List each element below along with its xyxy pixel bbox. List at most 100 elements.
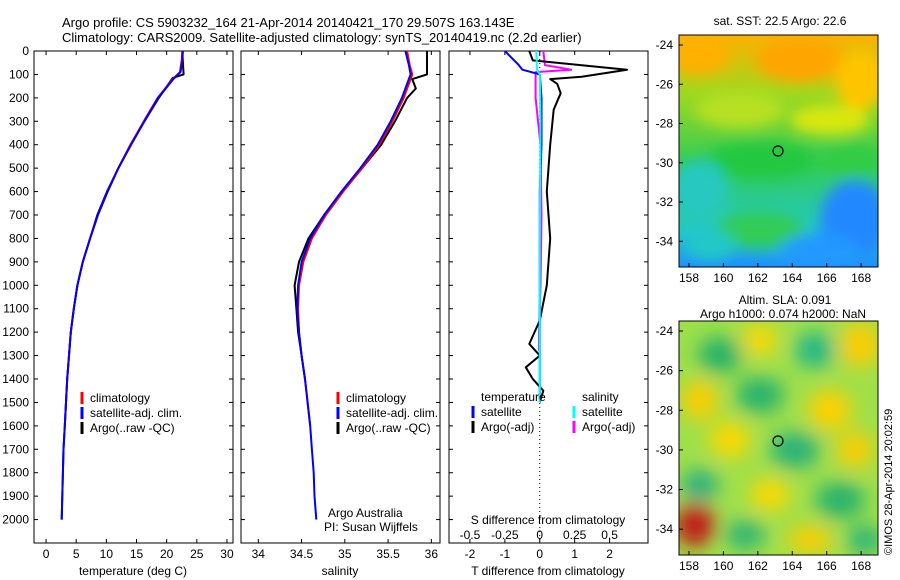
depth-tick-label: 1500 bbox=[2, 395, 29, 409]
series-line-satellite-adj-clim- bbox=[60, 50, 184, 520]
map-x-tick-label: 166 bbox=[817, 271, 837, 285]
x-tick-label: 35.5 bbox=[376, 547, 400, 561]
s-difference-axis-label: S difference from climatology bbox=[471, 513, 626, 527]
map-x-tick-label: 168 bbox=[851, 559, 871, 573]
x-tick-label: -2 bbox=[465, 547, 476, 561]
salinity-x-axis: 34 34.5 35 35.5 36 bbox=[252, 51, 439, 561]
map-y-tick-label: -28 bbox=[656, 403, 674, 417]
series-line-argo-adj- bbox=[524, 50, 629, 403]
difference-legend: temperature salinity satellite Argo(-adj… bbox=[471, 390, 635, 434]
map-y-tick-label: -32 bbox=[656, 195, 674, 209]
depth-tick-label: 0 bbox=[22, 44, 29, 58]
depth-tick-label: 1700 bbox=[2, 442, 29, 456]
difference-plot-frame bbox=[448, 50, 649, 544]
legend-label: Argo(-adj) bbox=[481, 420, 534, 434]
x-tick-label: 34 bbox=[252, 547, 266, 561]
temperature-series bbox=[60, 50, 185, 520]
series-line-satellite-adj-clim- bbox=[296, 50, 412, 520]
s-tick-label: 0.25 bbox=[563, 528, 587, 542]
legend-label: satellite bbox=[481, 405, 522, 419]
s-tick-label: -0.25 bbox=[491, 528, 519, 542]
temperature-legend: climatology satellite-adj. clim. Argo(..… bbox=[80, 391, 182, 435]
sst-map bbox=[679, 35, 878, 267]
map-x-tick-label: 160 bbox=[713, 271, 733, 285]
s-tick-label: -0.5 bbox=[460, 528, 481, 542]
depth-tick-label: 100 bbox=[9, 67, 29, 81]
s-tick-label: 0.5 bbox=[601, 528, 618, 542]
header-line-2: Climatology: CARS2009. Satellite-adjuste… bbox=[62, 30, 582, 45]
depth-tick-label: 700 bbox=[9, 208, 29, 222]
legend-label: Argo(-adj) bbox=[582, 420, 635, 434]
depth-axis: 0 100 200 300 400 500 600 700 800 900 1000 1100 1200… bbox=[2, 44, 648, 527]
map-y-tick-label: -24 bbox=[656, 38, 674, 52]
depth-tick-label: 200 bbox=[9, 91, 29, 105]
x-tick-label: 2 bbox=[606, 547, 613, 561]
sla-map-title-1: Altim. SLA: 0.091 bbox=[739, 293, 832, 307]
map-y-tick-label: -34 bbox=[656, 234, 674, 248]
credit-line-1: Argo Australia bbox=[328, 506, 403, 520]
depth-tick-label: 2000 bbox=[2, 513, 29, 527]
map-y-tick-label: -32 bbox=[656, 483, 674, 497]
depth-tick-label: 1400 bbox=[2, 372, 29, 386]
map-y-tick-label: -26 bbox=[656, 364, 674, 378]
map-x-tick-label: 166 bbox=[817, 559, 837, 573]
depth-tick-label: 500 bbox=[9, 161, 29, 175]
imos-timestamp: ©IMOS 28-Apr-2014 20:02:59 bbox=[883, 409, 895, 555]
x-tick-label: 30 bbox=[220, 547, 234, 561]
sla-map bbox=[679, 321, 878, 555]
x-tick-label: 20 bbox=[160, 547, 174, 561]
header-line-1: Argo profile: CS 5903232_164 21-Apr-2014… bbox=[62, 15, 515, 30]
legend-label: Argo(..raw -QC) bbox=[346, 421, 431, 435]
map-x-tick-label: 164 bbox=[782, 271, 802, 285]
legend-label: satellite bbox=[582, 405, 623, 419]
map-x-tick-label: 158 bbox=[679, 271, 699, 285]
salinity-legend: climatology satellite-adj. clim. Argo(..… bbox=[336, 391, 438, 435]
x-tick-label: 0 bbox=[536, 547, 543, 561]
x-tick-label: 0 bbox=[43, 547, 50, 561]
salinity-axis-label: salinity bbox=[322, 564, 359, 578]
x-tick-label: 25 bbox=[190, 547, 204, 561]
x-tick-label: 1 bbox=[571, 547, 578, 561]
depth-tick-label: 600 bbox=[9, 185, 29, 199]
t-difference-axis-label: T difference from climatology bbox=[471, 564, 625, 578]
depth-tick-label: 1100 bbox=[3, 302, 29, 316]
argo-position-marker bbox=[772, 435, 784, 447]
temperature-axis-label: temperature (deg C) bbox=[79, 564, 187, 578]
map-y-tick-label: -30 bbox=[656, 443, 674, 457]
x-tick-label: 36 bbox=[425, 547, 439, 561]
depth-tick-label: 1600 bbox=[2, 419, 29, 433]
depth-tick-label: 1000 bbox=[2, 278, 29, 292]
map-x-tick-label: 168 bbox=[851, 271, 871, 285]
legend-title-salinity: salinity bbox=[582, 390, 619, 404]
map-x-tick-label: 164 bbox=[782, 559, 802, 573]
map-y-tick-label: -26 bbox=[656, 77, 674, 91]
depth-tick-label: 1800 bbox=[2, 466, 29, 480]
depth-tick-label: 900 bbox=[9, 255, 29, 269]
legend-label: satellite-adj. clim. bbox=[346, 406, 438, 420]
legend-label: satellite-adj. clim. bbox=[90, 406, 182, 420]
sla-map-axes: -24 -26 -28 -30 -32 -34 158 160 162 164 166 168 bbox=[656, 324, 872, 573]
depth-tick-label: 1300 bbox=[2, 349, 29, 363]
depth-tick-label: 300 bbox=[9, 114, 29, 128]
legend-title-temperature: temperature bbox=[481, 390, 546, 404]
map-y-tick-label: -30 bbox=[656, 156, 674, 170]
x-tick-label: 34.5 bbox=[290, 547, 314, 561]
legend-label: climatology bbox=[346, 391, 406, 405]
x-tick-label: 35 bbox=[338, 547, 352, 561]
legend-label: Argo(..raw -QC) bbox=[90, 421, 175, 435]
depth-tick-label: 400 bbox=[9, 138, 29, 152]
x-tick-label: 15 bbox=[130, 547, 144, 561]
series-line-satellite bbox=[535, 50, 542, 403]
temperature-x-axis: 0 5 10 15 20 25 30 bbox=[43, 51, 234, 561]
depth-tick-label: 800 bbox=[9, 231, 29, 245]
argo-position-marker bbox=[772, 145, 784, 157]
salinity-plot-frame bbox=[240, 50, 441, 544]
depth-tick-label: 1900 bbox=[2, 489, 29, 503]
x-tick-label: 5 bbox=[73, 547, 80, 561]
map-y-tick-label: -24 bbox=[656, 324, 674, 338]
salinity-series bbox=[293, 50, 428, 520]
credit-line-2: PI: Susan Wijffels bbox=[324, 520, 418, 534]
x-tick-label: -1 bbox=[500, 547, 511, 561]
sst-map-title: sat. SST: 22.5 Argo: 22.6 bbox=[714, 14, 847, 28]
